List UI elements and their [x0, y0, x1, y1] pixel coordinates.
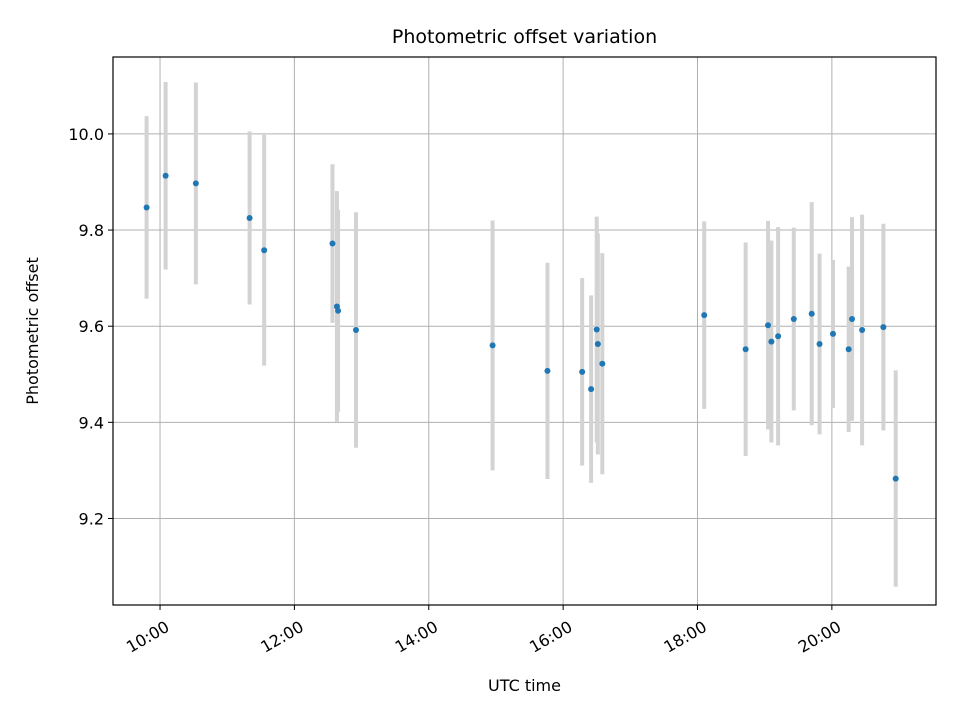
data-point [588, 386, 595, 393]
data-point [544, 367, 551, 374]
data-point [162, 172, 169, 179]
data-point [246, 215, 253, 222]
data-point [768, 338, 775, 345]
data-point [593, 326, 600, 333]
x-axis-label: UTC time [488, 676, 561, 695]
data-points [143, 172, 899, 482]
data-point [352, 327, 359, 334]
y-tick-label: 9.6 [79, 317, 104, 336]
data-point [329, 240, 336, 247]
data-point [849, 315, 856, 322]
y-tick-label: 9.8 [79, 221, 104, 240]
data-point [742, 346, 749, 353]
data-point [579, 368, 586, 375]
y-tick-label: 10.0 [68, 125, 104, 144]
data-point [845, 346, 852, 353]
data-point [816, 340, 823, 347]
data-point [808, 310, 815, 317]
data-point [765, 322, 772, 329]
data-point [892, 475, 899, 482]
data-point [599, 360, 606, 367]
data-point [143, 204, 150, 211]
data-point [192, 180, 199, 187]
data-point [775, 333, 782, 340]
y-axis-label: Photometric offset [23, 257, 42, 405]
data-point [880, 324, 887, 331]
data-point [335, 307, 342, 314]
data-point [261, 247, 268, 254]
plot-frame [112, 56, 937, 606]
data-point [859, 327, 866, 334]
chart-title: Photometric offset variation [392, 26, 657, 48]
y-tick-label: 9.2 [79, 509, 104, 528]
data-point [489, 342, 496, 349]
data-point [594, 340, 601, 347]
data-point [829, 330, 836, 337]
y-tick-label: 9.4 [79, 413, 104, 432]
data-point [790, 315, 797, 322]
data-point [701, 312, 708, 319]
y-axis-ticks: 9.2 9.4 9.6 9.8 10.0 [68, 125, 113, 528]
